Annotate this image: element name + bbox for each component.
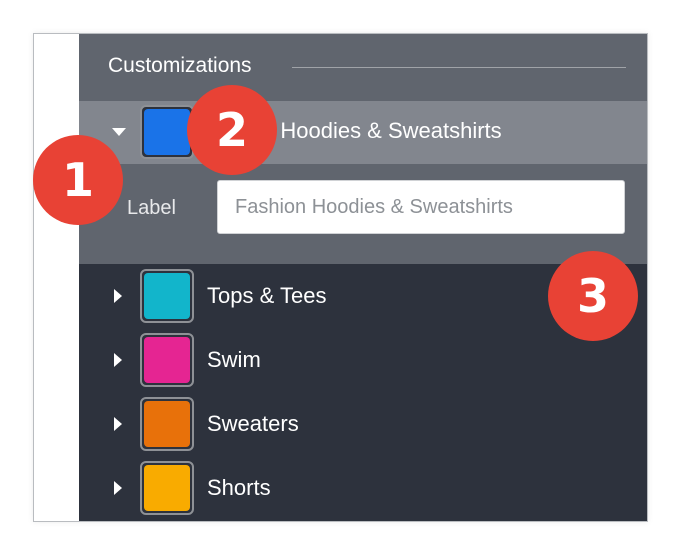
- panel-title: Customizations: [108, 54, 252, 77]
- color-swatch[interactable]: [140, 461, 194, 515]
- label-field-label: Label: [127, 197, 176, 219]
- caret-right-icon[interactable]: [114, 481, 122, 495]
- series-row-selected[interactable]: n Hoodies & Sweatshirts: [79, 101, 647, 164]
- series-label: n Hoodies & Sweatshirts: [262, 118, 502, 143]
- divider: [292, 67, 626, 68]
- color-swatch[interactable]: [140, 333, 194, 387]
- callout-badge-3: 3: [548, 251, 638, 341]
- series-label: Swim: [207, 347, 261, 372]
- color-swatch[interactable]: [140, 397, 194, 451]
- series-row[interactable]: Shorts: [79, 456, 647, 520]
- series-label: Tops & Tees: [207, 283, 327, 308]
- color-swatch[interactable]: [140, 105, 194, 159]
- series-label: Shorts: [207, 475, 271, 500]
- color-swatch[interactable]: [140, 269, 194, 323]
- label-input[interactable]: [217, 180, 625, 234]
- caret-down-icon[interactable]: [112, 128, 126, 136]
- panel-header: Customizations: [79, 34, 647, 101]
- customizations-panel: Customizations n Hoodies & Sweatshirts L…: [79, 34, 647, 521]
- series-row[interactable]: Tops & Tees: [79, 264, 647, 328]
- label-section: Label: [79, 164, 647, 264]
- window-frame: Customizations n Hoodies & Sweatshirts L…: [33, 33, 648, 522]
- caret-right-icon[interactable]: [114, 289, 122, 303]
- series-row[interactable]: Sweaters: [79, 392, 647, 456]
- series-row[interactable]: Swim: [79, 328, 647, 392]
- callout-badge-2: 2: [187, 85, 277, 175]
- series-label: Sweaters: [207, 411, 299, 436]
- caret-right-icon[interactable]: [114, 353, 122, 367]
- callout-badge-1: 1: [33, 135, 123, 225]
- caret-right-icon[interactable]: [114, 417, 122, 431]
